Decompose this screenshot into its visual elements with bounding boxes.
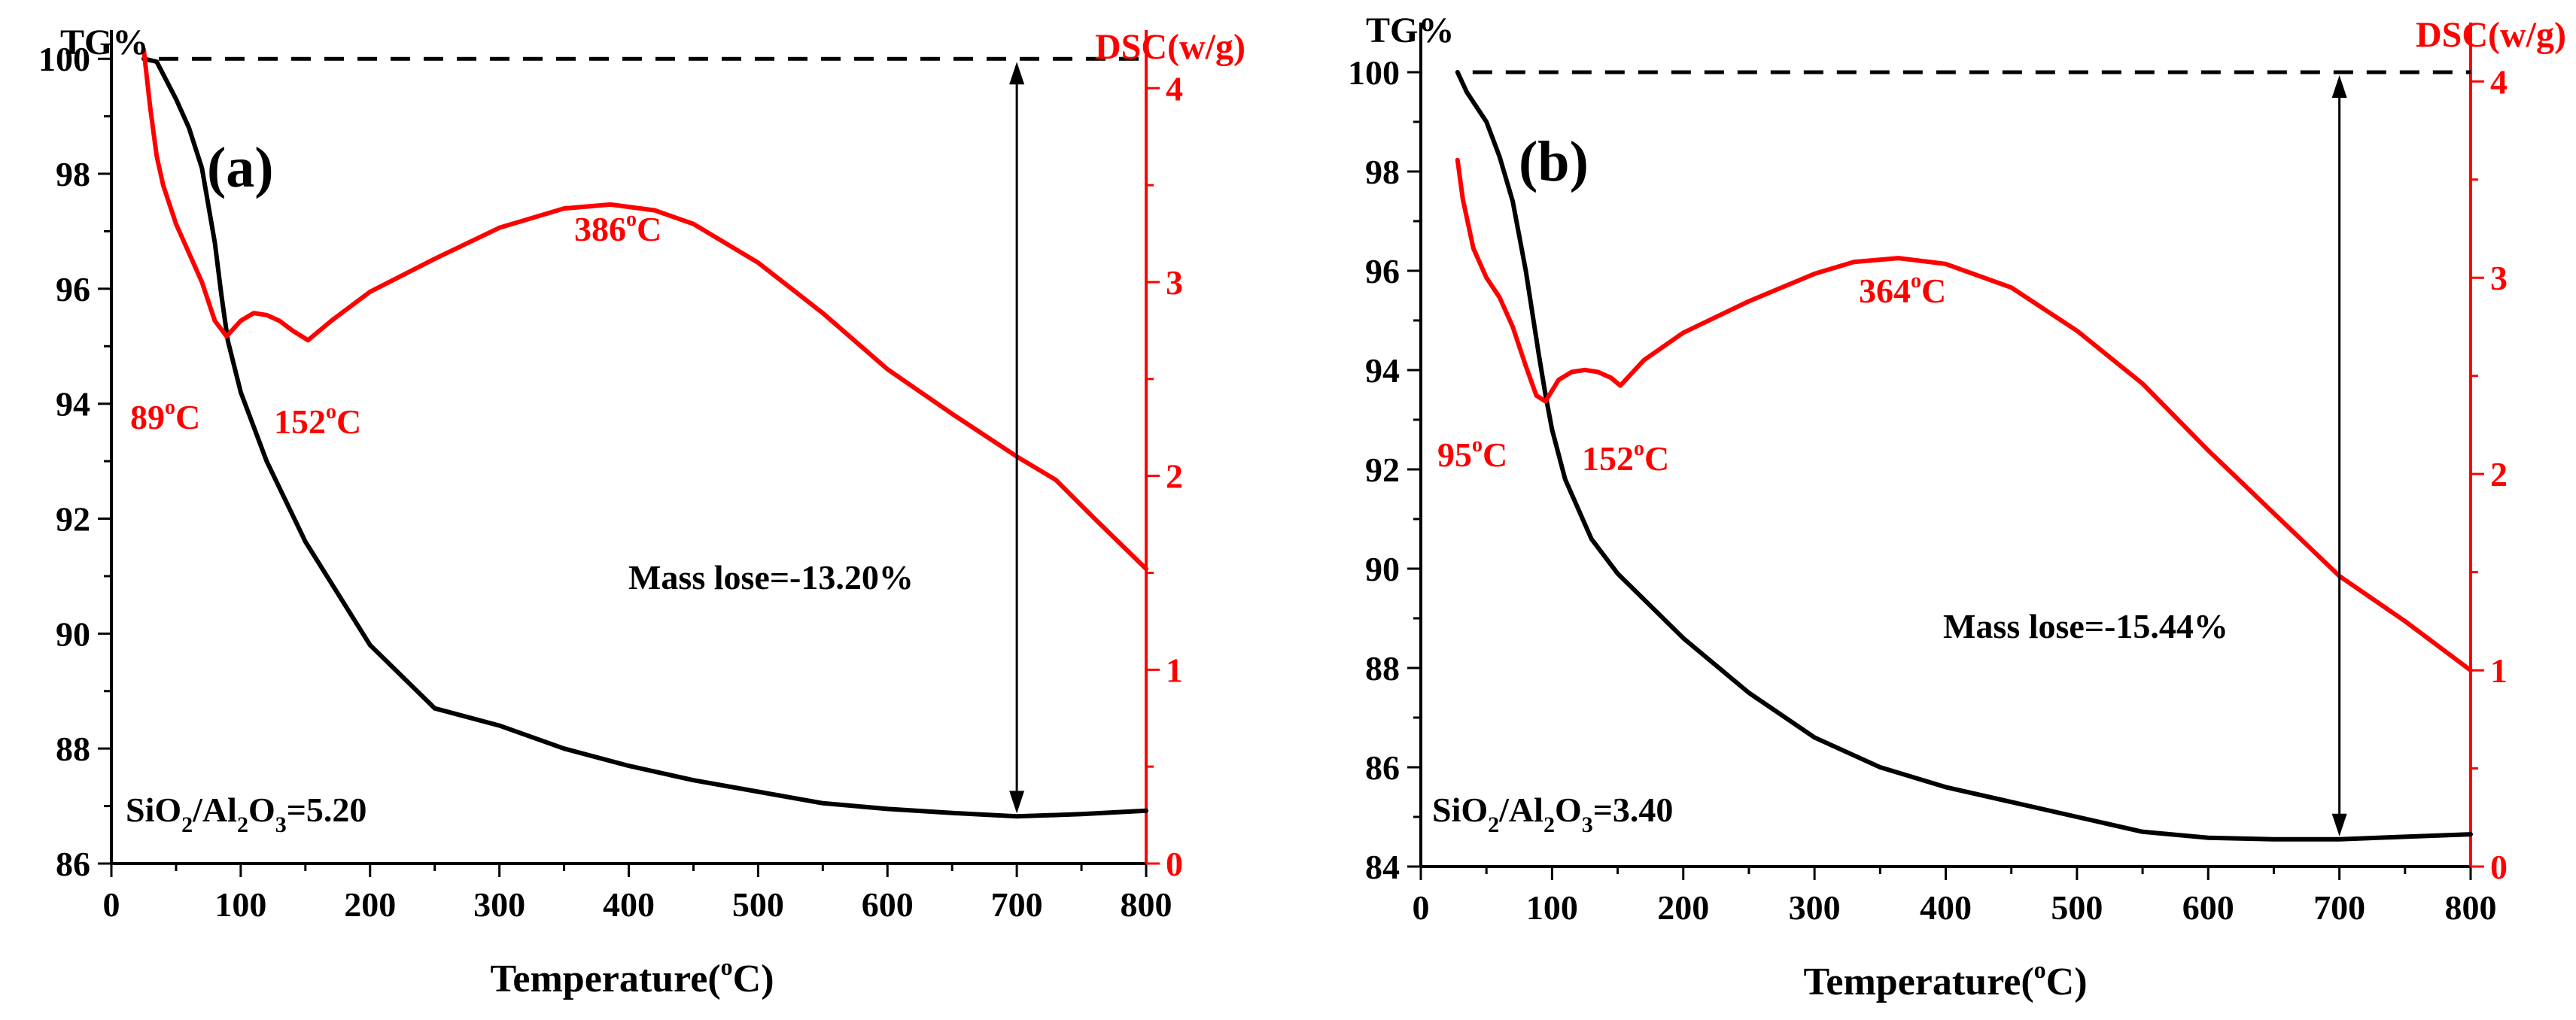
left-y-tick-label: 94 [56, 385, 90, 423]
x-tick-label: 300 [1789, 888, 1841, 927]
panel-b-left-axis-title: TG% [1366, 11, 1454, 50]
right-y-tick-label: 0 [2490, 848, 2508, 886]
left-y-tick-label: 86 [1365, 748, 1400, 787]
panel-a-mass-loss-label: Mass lose=-13.20% [628, 558, 914, 597]
panel-a-peak-89-label: 89oC [130, 396, 200, 436]
x-tick-label: 600 [2182, 888, 2234, 927]
left-y-tick-label: 98 [1365, 153, 1400, 191]
left-y-tick-label: 92 [1365, 451, 1400, 489]
x-tick-label: 500 [2051, 888, 2103, 927]
x-tick-label: 300 [473, 885, 525, 924]
panel-b-mass-loss-label: Mass lose=-15.44% [1943, 607, 2228, 645]
tg-series-line [1455, 70, 2473, 842]
left-y-tick-label: 100 [1348, 53, 1400, 92]
x-tick-label: 0 [103, 885, 120, 924]
panel-a-left-axis-title: TG% [60, 23, 148, 62]
mass-loss-arrow-head-bottom [1009, 791, 1025, 814]
left-y-tick-label: 88 [1365, 649, 1400, 688]
panel-b-x-axis-title: Temperature(oC) [1803, 956, 2087, 1003]
right-y-tick-label: 0 [1166, 845, 1183, 883]
panel-b-ratio-label: SiO2/Al2O3=3.40 [1432, 791, 1673, 837]
left-y-tick-label: 100 [38, 40, 90, 78]
right-y-tick-label: 3 [1166, 263, 1183, 302]
x-tick-label: 600 [862, 885, 914, 924]
x-tick-label: 800 [2445, 888, 2497, 927]
panel-b-peak-364-label: 364oC [1859, 269, 1946, 310]
panel-b-peak-95-label: 95oC [1437, 433, 1507, 474]
right-y-tick-label: 4 [2490, 62, 2508, 101]
x-tick-label: 200 [1657, 888, 1709, 927]
right-y-tick-label: 1 [1166, 651, 1183, 689]
panel-b: 0 100 200 300 400 500 600 700 800 84 86 88 90 92 94 96 9… [1348, 11, 2566, 1003]
x-tick-label: 700 [2313, 888, 2365, 927]
x-tick-label: 700 [991, 885, 1043, 924]
right-y-tick-label: 4 [1166, 69, 1183, 108]
x-tick-label: 100 [214, 885, 266, 924]
panel-b-plot: 0 100 200 300 400 500 600 700 800 84 86 88 90 92 94 96 9… [1348, 23, 2508, 927]
panel-a-label: (a) [207, 136, 274, 199]
left-y-tick-label: 98 [56, 155, 90, 193]
left-y-tick-label: 88 [56, 730, 90, 768]
panel-b-label: (b) [1519, 130, 1589, 193]
tg-series-line [141, 56, 1148, 819]
panel-a-peak-152-label: 152oC [274, 400, 361, 441]
dsc-series-line [141, 47, 1148, 572]
dsc-series-line [1455, 157, 2473, 673]
left-y-tick-label: 90 [1365, 550, 1400, 588]
panel-b-peak-152-label: 152oC [1582, 437, 1669, 478]
x-tick-label: 400 [1920, 888, 1972, 927]
right-y-tick-label: 2 [2490, 455, 2508, 493]
left-y-tick-label: 96 [56, 270, 90, 308]
panel-a-right-axis-title: DSC(w/g) [1095, 27, 1245, 67]
panel-a-x-axis-title: Temperature(oC) [490, 953, 774, 1000]
left-y-tick-label: 94 [1365, 351, 1400, 390]
x-tick-label: 200 [344, 885, 396, 924]
right-y-tick-label: 2 [1166, 457, 1183, 496]
mass-loss-arrow-head-top [2331, 75, 2347, 98]
left-y-tick-label: 90 [56, 615, 90, 653]
panel-a-ratio-label: SiO2/Al2O3=5.20 [126, 791, 366, 837]
left-y-tick-label: 92 [56, 500, 90, 539]
panel-b-right-axis-title: DSC(w/g) [2416, 15, 2566, 55]
mass-loss-arrow-head-bottom [2331, 813, 2347, 836]
right-y-tick-label: 1 [2490, 651, 2508, 690]
mass-loss-arrow-head-top [1009, 62, 1025, 85]
x-tick-label: 100 [1526, 888, 1578, 927]
x-tick-label: 0 [1413, 888, 1430, 927]
panel-a-peak-386-label: 386oC [574, 208, 661, 248]
right-y-tick-label: 3 [2490, 259, 2508, 297]
left-y-tick-label: 84 [1365, 848, 1400, 886]
panel-a: 0 100 200 300 400 500 600 700 800 86 88 90 92 94 96 98 1… [38, 23, 1245, 1000]
left-y-tick-label: 96 [1365, 252, 1400, 290]
x-tick-label: 800 [1121, 885, 1172, 924]
x-tick-label: 500 [732, 885, 784, 924]
x-tick-label: 400 [603, 885, 655, 924]
panel-a-plot: 0 100 200 300 400 500 600 700 800 86 88 90 92 94 96 98 1… [38, 30, 1183, 924]
left-y-tick-label: 86 [56, 845, 90, 883]
